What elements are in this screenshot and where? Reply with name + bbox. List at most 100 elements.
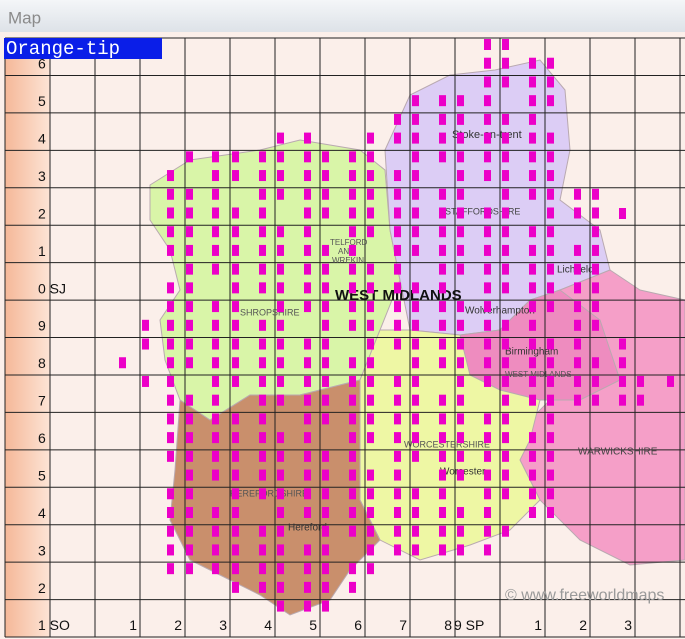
column-label: 2 (579, 617, 587, 633)
record-dot (367, 282, 374, 294)
record-dot (484, 544, 491, 556)
record-dot (412, 132, 419, 144)
record-dot (367, 319, 374, 331)
record-dot (186, 563, 193, 575)
record-dot (484, 507, 491, 518)
record-dot (277, 432, 284, 444)
record-dot (574, 394, 581, 406)
record-dot (592, 394, 599, 406)
record-dot (186, 525, 193, 537)
record-dot (277, 244, 284, 256)
record-dot (167, 338, 174, 350)
record-dot (212, 188, 219, 200)
record-dot (502, 188, 509, 200)
record-dot (232, 263, 239, 275)
record-dot (484, 113, 491, 125)
record-dot (439, 338, 446, 350)
record-dot (439, 113, 446, 125)
record-dot (212, 338, 219, 350)
record-dot (232, 338, 239, 350)
record-dot (547, 76, 554, 88)
record-dot (484, 432, 491, 444)
record-dot (349, 263, 356, 275)
record-dot (304, 469, 311, 481)
record-dot (259, 375, 266, 387)
record-dot (547, 244, 554, 256)
record-dot (547, 301, 554, 313)
record-dot (259, 469, 266, 481)
row-label: 1 SO (38, 617, 70, 633)
record-dot (502, 207, 509, 219)
record-dot (349, 207, 356, 219)
record-dot (592, 319, 599, 331)
record-dot (547, 57, 554, 69)
record-dot (484, 95, 491, 107)
record-dot (367, 338, 374, 350)
record-dot (186, 469, 193, 481)
record-dot (349, 432, 356, 444)
place-label: Wolverhampton (465, 306, 535, 317)
record-dot (367, 469, 374, 481)
record-dot (412, 432, 419, 444)
place-label: STAFFORDSHIRE (445, 206, 520, 216)
record-dot (502, 319, 509, 331)
record-dot (574, 207, 581, 219)
row-label: 2 (38, 205, 46, 221)
record-dot (547, 263, 554, 275)
record-dot (232, 170, 239, 182)
record-dot (502, 170, 509, 182)
record-dot (367, 151, 374, 163)
record-dot (232, 544, 239, 556)
record-dot (484, 450, 491, 462)
record-dot (259, 319, 266, 331)
record-dot (322, 488, 329, 500)
record-dot (322, 188, 329, 200)
place-label: WORCESTERSHIRE (404, 439, 490, 449)
record-dot (457, 170, 464, 182)
record-dot (502, 244, 509, 256)
record-dot (167, 301, 174, 313)
record-dot (232, 207, 239, 219)
record-dot (574, 357, 581, 369)
column-label: 1 (534, 617, 542, 633)
record-dot (277, 394, 284, 406)
record-dot (502, 39, 509, 50)
row-label: 2 (38, 580, 46, 596)
record-dot (592, 375, 599, 387)
record-dot (439, 207, 446, 219)
column-label: 2 (174, 617, 182, 633)
record-dot (304, 563, 311, 575)
record-dot (142, 319, 149, 331)
row-label: 6 (38, 56, 46, 72)
record-dot (232, 563, 239, 575)
record-dot (592, 226, 599, 238)
record-dot (349, 563, 356, 575)
record-dot (277, 282, 284, 294)
record-dot (547, 450, 554, 462)
record-dot (394, 132, 401, 144)
record-dot (212, 151, 219, 163)
record-dot (619, 357, 626, 369)
record-dot (367, 507, 374, 518)
record-dot (457, 263, 464, 275)
record-dot (529, 132, 536, 144)
record-dot (394, 244, 401, 256)
record-dot (186, 301, 193, 313)
record-dot (349, 507, 356, 518)
record-dot (547, 394, 554, 406)
record-dot (259, 488, 266, 500)
record-dot (277, 263, 284, 275)
record-dot (412, 113, 419, 125)
record-dot (212, 207, 219, 219)
record-dot (484, 525, 491, 537)
record-dot (502, 76, 509, 88)
record-dot (322, 581, 329, 593)
record-dot (119, 357, 126, 369)
record-dot (547, 338, 554, 350)
record-dot (304, 581, 311, 593)
record-dot (322, 563, 329, 575)
record-dot (592, 301, 599, 313)
record-dot (394, 507, 401, 518)
record-dot (212, 357, 219, 369)
